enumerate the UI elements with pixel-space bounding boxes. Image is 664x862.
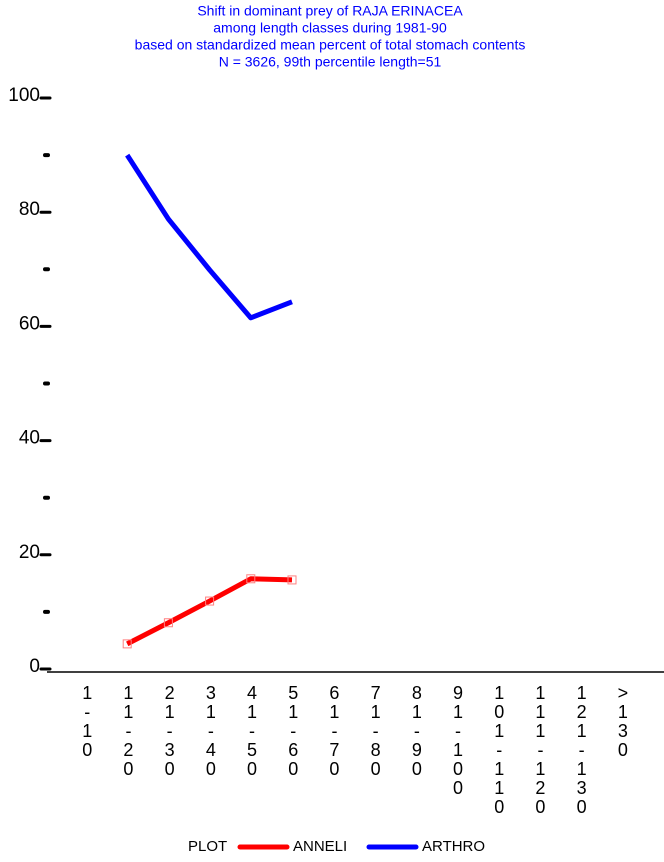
legend-label: ANNELI (293, 838, 347, 855)
chart-title: Shift in dominant prey of RAJA ERINACEA (197, 3, 463, 19)
x-tick-label: 121-130 (572, 683, 592, 816)
point-marker (287, 575, 297, 585)
x-tick-label: 1-10 (77, 683, 97, 759)
series-line (125, 153, 293, 321)
chart-title: based on standardized mean percent of to… (135, 37, 526, 53)
point-marker (163, 618, 173, 628)
x-tick-label: 111-120 (530, 683, 550, 816)
point-marker (246, 574, 256, 584)
y-tick-label: 0 (29, 656, 40, 677)
chart-title: N = 3626, 99th percentile length=51 (219, 54, 442, 70)
point-marker (122, 639, 132, 649)
x-tick-label: 91-100 (448, 683, 468, 797)
legend-label: ARTHRO (422, 838, 485, 855)
x-tick-label: 21-30 (160, 683, 180, 778)
legend-title: PLOT (188, 838, 227, 855)
y-tick-label: 60 (19, 313, 40, 334)
y-tick-label: 100 (8, 85, 40, 106)
y-tick-label: 80 (19, 199, 40, 220)
x-tick-label: 41-50 (242, 683, 262, 778)
x-tick-label: 11-20 (118, 683, 138, 778)
chart-title: among length classes during 1981-90 (213, 20, 447, 36)
x-tick-label: 81-90 (407, 683, 427, 778)
x-tick-label: 61-70 (324, 683, 344, 778)
y-tick-label: 20 (19, 542, 40, 563)
point-marker (205, 596, 215, 606)
y-tick-label: 40 (19, 428, 40, 449)
x-tick-label: 31-40 (201, 683, 221, 778)
x-tick-label: 101-110 (489, 683, 509, 816)
x-tick-label: >130 (613, 683, 633, 759)
series-line (126, 576, 293, 647)
x-tick-label: 71-80 (366, 683, 386, 778)
x-tick-label: 51-60 (283, 683, 303, 778)
